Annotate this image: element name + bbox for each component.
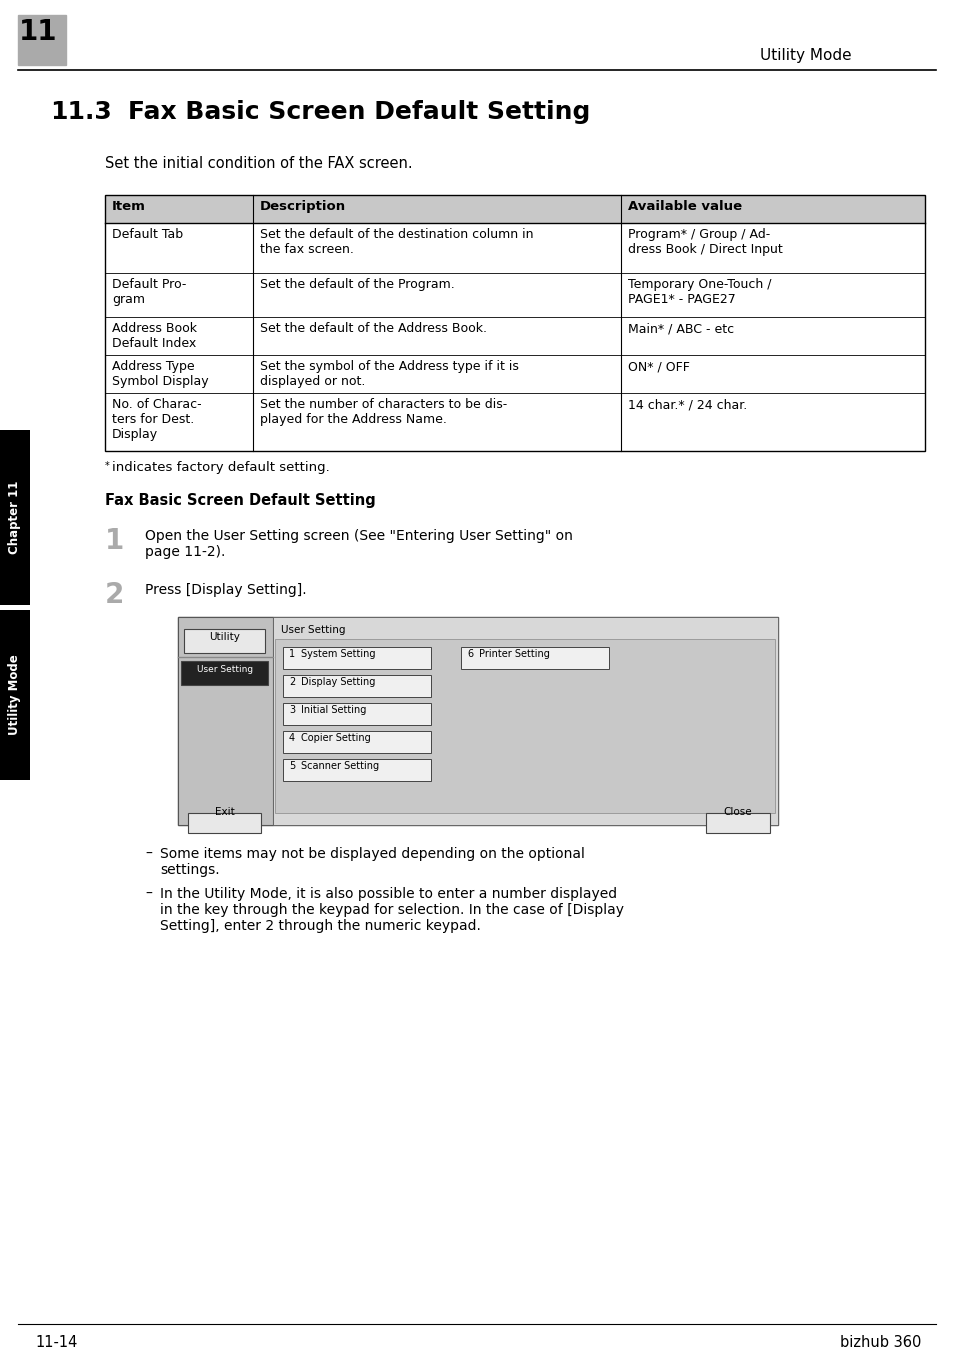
Text: Set the initial condition of the FAX screen.: Set the initial condition of the FAX scr… — [105, 155, 413, 170]
Text: Exit: Exit — [214, 807, 234, 817]
Text: Utility Mode: Utility Mode — [760, 49, 851, 64]
Text: Available value: Available value — [627, 200, 741, 214]
Text: Set the default of the destination column in
the fax screen.: Set the default of the destination colum… — [260, 228, 533, 256]
Text: 11.3: 11.3 — [50, 100, 112, 124]
Bar — [705, 813, 769, 833]
Text: Address Book
Default Index: Address Book Default Index — [112, 322, 196, 350]
Bar — [460, 648, 608, 669]
Text: 6: 6 — [467, 649, 473, 658]
Text: Printer Setting: Printer Setting — [478, 649, 549, 658]
Text: ON* / OFF: ON* / OFF — [627, 360, 689, 373]
Bar — [283, 731, 431, 753]
Bar — [274, 639, 774, 813]
Text: 2: 2 — [105, 581, 124, 608]
Bar — [105, 195, 924, 223]
Bar — [188, 813, 261, 833]
Bar — [105, 195, 924, 452]
Text: Set the default of the Program.: Set the default of the Program. — [260, 279, 455, 291]
Text: Initial Setting: Initial Setting — [301, 704, 366, 715]
Bar — [283, 648, 431, 669]
Bar — [178, 617, 273, 825]
Bar — [283, 675, 431, 698]
Text: 2: 2 — [289, 677, 294, 687]
Bar — [181, 661, 268, 685]
Text: *: * — [105, 461, 110, 470]
Bar — [0, 610, 30, 780]
Text: No. of Charac-
ters for Dest.
Display: No. of Charac- ters for Dest. Display — [112, 397, 201, 441]
Text: –: – — [145, 887, 152, 900]
Bar — [178, 617, 778, 825]
Text: bizhub 360: bizhub 360 — [840, 1334, 921, 1351]
Text: Chapter 11: Chapter 11 — [9, 481, 22, 554]
Text: Program* / Group / Ad-
dress Book / Direct Input: Program* / Group / Ad- dress Book / Dire… — [627, 228, 781, 256]
Text: User Setting: User Setting — [196, 665, 253, 675]
Text: 11-14: 11-14 — [35, 1334, 77, 1351]
Bar — [283, 758, 431, 781]
Text: Press [Display Setting].: Press [Display Setting]. — [145, 583, 306, 598]
Text: User Setting: User Setting — [281, 625, 345, 635]
Text: 1: 1 — [289, 649, 294, 658]
Text: System Setting: System Setting — [301, 649, 375, 658]
Text: In the Utility Mode, it is also possible to enter a number displayed
in the key : In the Utility Mode, it is also possible… — [160, 887, 623, 933]
Text: Item: Item — [112, 200, 146, 214]
Text: Close: Close — [723, 807, 752, 817]
Text: Set the default of the Address Book.: Set the default of the Address Book. — [260, 322, 486, 335]
Text: Set the symbol of the Address type if it is
displayed or not.: Set the symbol of the Address type if it… — [260, 360, 518, 388]
Text: Some items may not be displayed depending on the optional
settings.: Some items may not be displayed dependin… — [160, 846, 584, 877]
Text: Address Type
Symbol Display: Address Type Symbol Display — [112, 360, 209, 388]
Text: Utility: Utility — [210, 631, 240, 642]
Text: 5: 5 — [289, 761, 294, 771]
Text: Main* / ABC - etc: Main* / ABC - etc — [627, 322, 734, 335]
Bar — [273, 617, 778, 825]
Text: Open the User Setting screen (See "Entering User Setting" on
page 11-2).: Open the User Setting screen (See "Enter… — [145, 529, 572, 560]
Text: 11: 11 — [19, 18, 57, 46]
Text: Temporary One-Touch /
PAGE1* - PAGE27: Temporary One-Touch / PAGE1* - PAGE27 — [627, 279, 771, 306]
Text: 14 char.* / 24 char.: 14 char.* / 24 char. — [627, 397, 746, 411]
Bar — [283, 703, 431, 725]
Text: Display Setting: Display Setting — [301, 677, 375, 687]
Text: Description: Description — [260, 200, 346, 214]
Text: Utility Mode: Utility Mode — [9, 654, 22, 735]
Text: Fax Basic Screen Default Setting: Fax Basic Screen Default Setting — [128, 100, 590, 124]
Text: Set the number of characters to be dis-
played for the Address Name.: Set the number of characters to be dis- … — [260, 397, 507, 426]
Text: Copier Setting: Copier Setting — [301, 733, 371, 744]
Text: Default Pro-
gram: Default Pro- gram — [112, 279, 186, 306]
Text: 1: 1 — [105, 527, 124, 556]
Text: 3: 3 — [289, 704, 294, 715]
Text: Scanner Setting: Scanner Setting — [301, 761, 378, 771]
Text: –: – — [145, 846, 152, 861]
Bar — [18, 15, 66, 65]
Bar — [184, 629, 265, 653]
Text: 4: 4 — [289, 733, 294, 744]
Text: Fax Basic Screen Default Setting: Fax Basic Screen Default Setting — [105, 493, 375, 508]
Text: Default Tab: Default Tab — [112, 228, 183, 241]
Text: indicates factory default setting.: indicates factory default setting. — [112, 461, 330, 475]
Bar — [0, 430, 30, 604]
